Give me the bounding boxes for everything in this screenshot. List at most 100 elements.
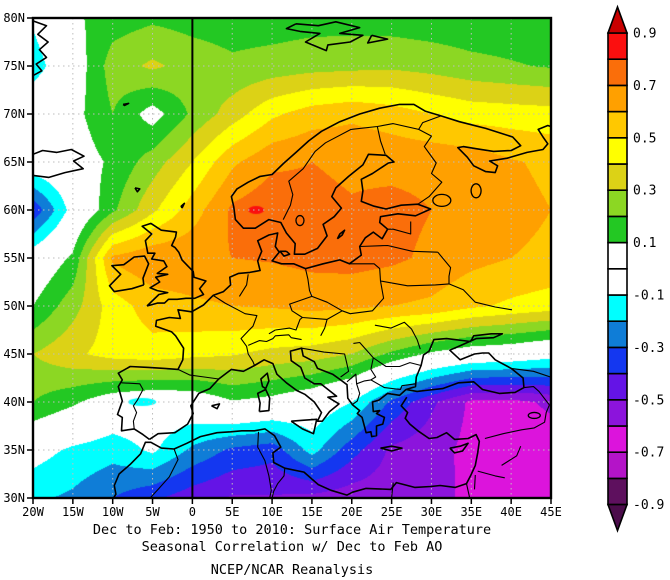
border-path [501, 445, 522, 466]
border-path [374, 321, 421, 350]
border-path [465, 483, 471, 498]
border-path [351, 383, 361, 406]
border-path [247, 334, 302, 346]
title-line-1: Dec to Feb: 1950 to 2010: Surface Air Te… [92, 522, 492, 538]
colorbar-tick-label: 0.5 [633, 131, 656, 146]
lake-van [527, 411, 541, 420]
coastline-path [380, 445, 403, 452]
colorbar-tick-label: -0.7 [633, 446, 664, 461]
border-path [282, 123, 419, 220]
lon-tick-label: 10W [102, 505, 124, 519]
lat-tick-label: 80N [3, 11, 25, 25]
coastline-path [211, 403, 221, 410]
lon-tick-label: 20E [341, 505, 363, 519]
coastline-path [290, 418, 318, 435]
lat-tick-label: 50N [3, 299, 25, 313]
lake-onega [470, 183, 482, 199]
colorbar-segment [607, 294, 628, 323]
border-path [370, 379, 416, 391]
colorbar-tick-label: -0.5 [633, 393, 664, 408]
lat-tick-label: 60N [3, 203, 25, 217]
colorbar-segment [607, 58, 628, 87]
border-path [437, 251, 452, 284]
coastline-path [116, 103, 551, 441]
colorbar-segment [607, 215, 628, 244]
border-path [391, 482, 394, 498]
colorbar-arrow-low [606, 503, 629, 533]
colorbar-segment [607, 189, 628, 218]
coastline-path [148, 333, 525, 441]
lon-tick-label: 20W [22, 505, 44, 519]
border-path [149, 448, 179, 498]
colorbar-segment [607, 84, 628, 113]
border-path [177, 368, 219, 380]
border-path [268, 329, 276, 335]
border-path [511, 367, 551, 378]
coastline-path [134, 187, 141, 193]
colorbar-segment [607, 137, 628, 165]
colorbar-tick-label: -0.1 [633, 289, 664, 304]
colorbar-segment [607, 398, 628, 427]
colorbar-tick-label: 0.3 [633, 184, 656, 199]
coastline-path [336, 229, 346, 240]
colorbar-segment [607, 346, 628, 375]
coastline-path [122, 102, 130, 107]
coastline-path [256, 388, 271, 413]
coastline-path [285, 21, 364, 52]
title-line-2: Seasonal Correlation w/ Dec to Feb AO [141, 539, 443, 555]
coastline-path [141, 222, 207, 307]
colorbar-segment [607, 32, 628, 61]
lon-tick-label: 25E [381, 505, 403, 519]
lon-tick-label: 15W [62, 505, 84, 519]
title-block: Dec to Feb: 1950 to 2010: Surface Air Te… [33, 522, 551, 579]
coastline-path [33, 148, 85, 179]
coastline-path [366, 34, 389, 44]
colorbar-segment [607, 241, 628, 270]
colorbar-segment [607, 267, 628, 296]
border-path [376, 126, 386, 155]
lon-tick-label: 10E [261, 505, 283, 519]
lat-tick-label: 65N [3, 155, 25, 169]
map-layers [33, 18, 551, 498]
colorbar-tick-label: -0.9 [633, 498, 664, 513]
border-path [260, 258, 267, 261]
border-path [477, 470, 505, 479]
border-path [238, 274, 249, 297]
coastline-path [33, 20, 49, 77]
lat-tick-label: 75N [3, 59, 25, 73]
border-path [289, 268, 343, 320]
colorbar-tick-label: 0.9 [633, 27, 656, 42]
border-path [484, 386, 550, 440]
lat-tick-label: 35N [3, 443, 25, 457]
colorbar-segment [607, 110, 628, 139]
border-path [380, 280, 513, 311]
border-path [271, 468, 286, 498]
lat-tick-label: 30N [3, 491, 25, 505]
border-path [346, 357, 377, 385]
colorbar-segment [607, 320, 628, 349]
dataset-credit: NCEP/NCAR Reanalysis [210, 562, 374, 578]
colorbar-segment [607, 425, 628, 454]
lake-vanern [295, 214, 305, 227]
colorbar-tick-label: -0.3 [633, 341, 664, 356]
lat-tick-label: 45N [3, 347, 25, 361]
border-path [342, 263, 385, 315]
colorbar-tick-label: 0.7 [633, 79, 656, 94]
coastline-path [279, 250, 291, 257]
border-path [257, 431, 272, 498]
border-path [320, 319, 328, 337]
colorbar-arrow-high [606, 4, 629, 34]
colorbar-tick-label: 0.1 [633, 236, 656, 251]
lon-tick-label: 30E [421, 505, 443, 519]
lon-tick-label: 5W [145, 505, 160, 519]
border-path [417, 115, 443, 205]
lon-tick-label: 5E [225, 505, 239, 519]
lon-tick-label: 35E [460, 505, 482, 519]
lon-tick-label: 0 [189, 505, 196, 519]
coastline-path [260, 372, 270, 390]
lake-ladoga [432, 193, 452, 208]
border-path [353, 341, 422, 368]
lon-tick-label: 40E [500, 505, 522, 519]
